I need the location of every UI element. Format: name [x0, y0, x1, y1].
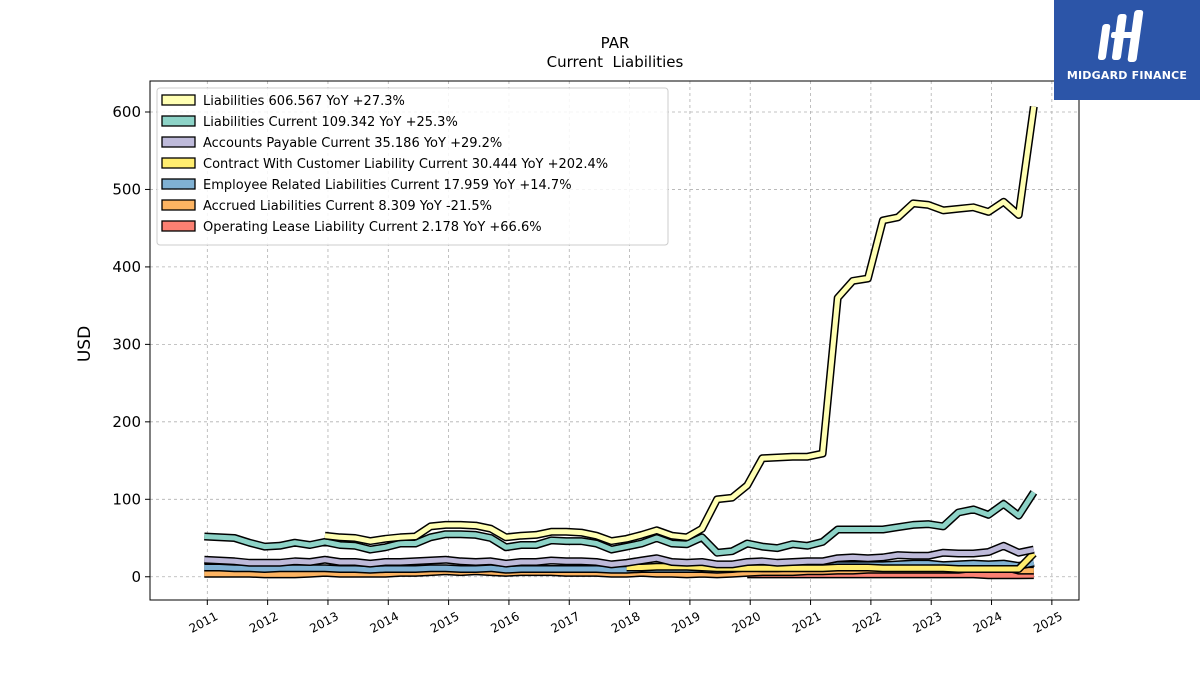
- series-line-liabilities: [324, 106, 1037, 544]
- legend-swatch: [161, 136, 196, 148]
- legend-label: Employee Related Liabilities Current 17.…: [203, 178, 572, 193]
- x-tick-label: 2023: [911, 609, 945, 636]
- legend-swatch: [161, 157, 196, 169]
- y-tick-label: 300: [112, 335, 141, 353]
- x-tick-label: 2022: [850, 609, 884, 636]
- legend-label: Operating Lease Liability Current 2.178 …: [203, 220, 542, 235]
- x-tick-label: 2011: [187, 609, 221, 636]
- y-tick-label: 400: [112, 258, 141, 276]
- y-tick-label: 500: [112, 180, 141, 198]
- x-tick-label: 2021: [790, 609, 824, 636]
- legend-box: [156, 87, 669, 246]
- y-tick-label: 200: [112, 413, 141, 431]
- legend-swatch: [161, 115, 196, 127]
- y-tick-label: 0: [131, 568, 141, 586]
- x-tick-label: 2025: [1031, 609, 1065, 636]
- legend-swatch: [161, 94, 196, 106]
- legend-label: Contract With Customer Liability Current…: [203, 157, 608, 172]
- brand-logo: MIDGARD FINANCE: [1054, 0, 1200, 100]
- series-layer: [204, 106, 1038, 580]
- chart-title: PAR: [601, 34, 630, 52]
- legend: Liabilities 606.567 YoY +27.3% Liabilitie…: [156, 87, 669, 246]
- x-tick-label: 2014: [368, 609, 402, 636]
- legend-swatch: [161, 220, 196, 232]
- x-tick-label: 2024: [971, 609, 1005, 636]
- y-tick-label: 600: [112, 103, 141, 121]
- brand-name: MIDGARD FINANCE: [1066, 69, 1188, 82]
- legend-label: Accounts Payable Current 35.186 YoY +29.…: [203, 136, 502, 151]
- legend-swatch: [161, 178, 196, 190]
- legend-label: Accrued Liabilities Current 8.309 YoY -2…: [203, 199, 492, 214]
- x-tick-label: 2017: [549, 609, 583, 636]
- y-tick-label: 100: [112, 490, 141, 508]
- series-line-accounts-payable-current: [204, 543, 1035, 567]
- legend-label: Liabilities Current 109.342 YoY +25.3%: [203, 115, 458, 130]
- x-tick-label: 2018: [609, 609, 643, 636]
- mf-monogram-icon: [1097, 10, 1144, 62]
- legend-swatch: [161, 199, 196, 211]
- legend-label: Liabilities 606.567 YoY +27.3%: [203, 94, 405, 109]
- plot-frame: [149, 80, 1080, 601]
- series-line-liabilities-current: [204, 490, 1036, 556]
- x-tick-label: 2019: [669, 609, 703, 636]
- x-tick-label: 2013: [307, 609, 341, 636]
- x-tick-label: 2020: [730, 609, 764, 636]
- x-tick-label: 2016: [488, 609, 522, 636]
- series-line-contract-with-customer-liability-current: [626, 551, 1036, 572]
- y-axis-label: USD: [75, 326, 95, 362]
- x-tick-label: 2015: [428, 609, 462, 636]
- chart-subtitle: Current Liabilities: [547, 53, 684, 71]
- x-tick-label: 2012: [247, 609, 281, 636]
